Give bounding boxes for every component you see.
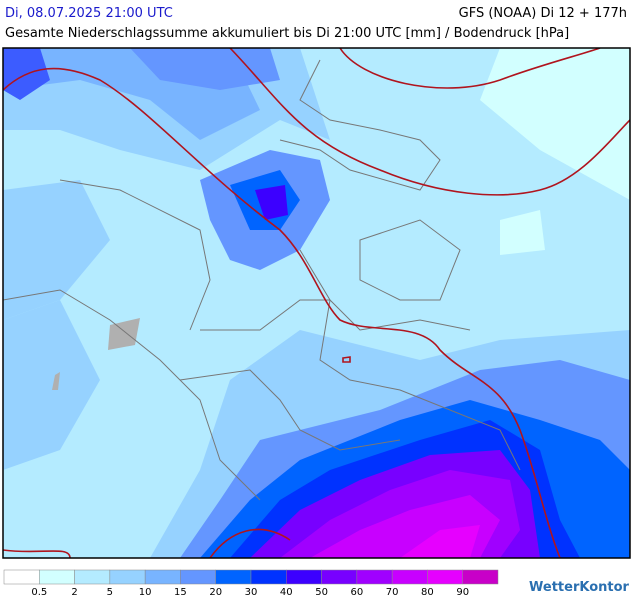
legend-swatch: [286, 569, 322, 585]
legend-label: 15: [174, 587, 187, 598]
legend-label: 40: [280, 587, 293, 598]
valid-time: Di, 08.07.2025 21:00 UTC: [5, 6, 173, 21]
legend-swatch: [250, 569, 287, 585]
legend-swatch: [39, 569, 75, 585]
legend-swatch: [144, 569, 181, 585]
legend-label: 20: [209, 587, 222, 598]
legend-label: 60: [350, 587, 363, 598]
legend-label: 5: [107, 587, 113, 598]
legend-swatch: [109, 569, 146, 585]
legend-swatch: [180, 569, 216, 585]
legend-label: 10: [139, 587, 152, 598]
map-frame: [2, 47, 631, 559]
legend-swatch: [3, 569, 40, 585]
legend-swatch: [74, 569, 111, 585]
legend-swatch: [462, 569, 499, 585]
legend-label: 30: [245, 587, 258, 598]
legend-swatch: [427, 569, 463, 585]
map-subtitle: Gesamte Niederschlagssumme akkumuliert b…: [5, 26, 570, 41]
legend-swatch: [356, 569, 393, 585]
legend-label: 90: [456, 587, 469, 598]
precip-field: [3, 48, 630, 558]
brand-logo: WetterKontor: [529, 580, 630, 595]
legend-label: 2: [71, 587, 77, 598]
legend: 0.5 2 5 10 15 20 30 40 50 60 70 80 90: [3, 569, 499, 598]
isobars: [3, 48, 630, 558]
borders: [3, 59, 521, 501]
legend-label: 80: [421, 587, 434, 598]
legend-label: 50: [315, 587, 328, 598]
model-run: GFS (NOAA) Di 12 + 177h: [458, 6, 627, 21]
legend-swatch: [215, 569, 252, 585]
legend-label: 70: [386, 587, 399, 598]
legend-swatch: [391, 569, 428, 585]
legend-label: 0.5: [31, 587, 47, 598]
legend-swatch: [321, 569, 358, 585]
